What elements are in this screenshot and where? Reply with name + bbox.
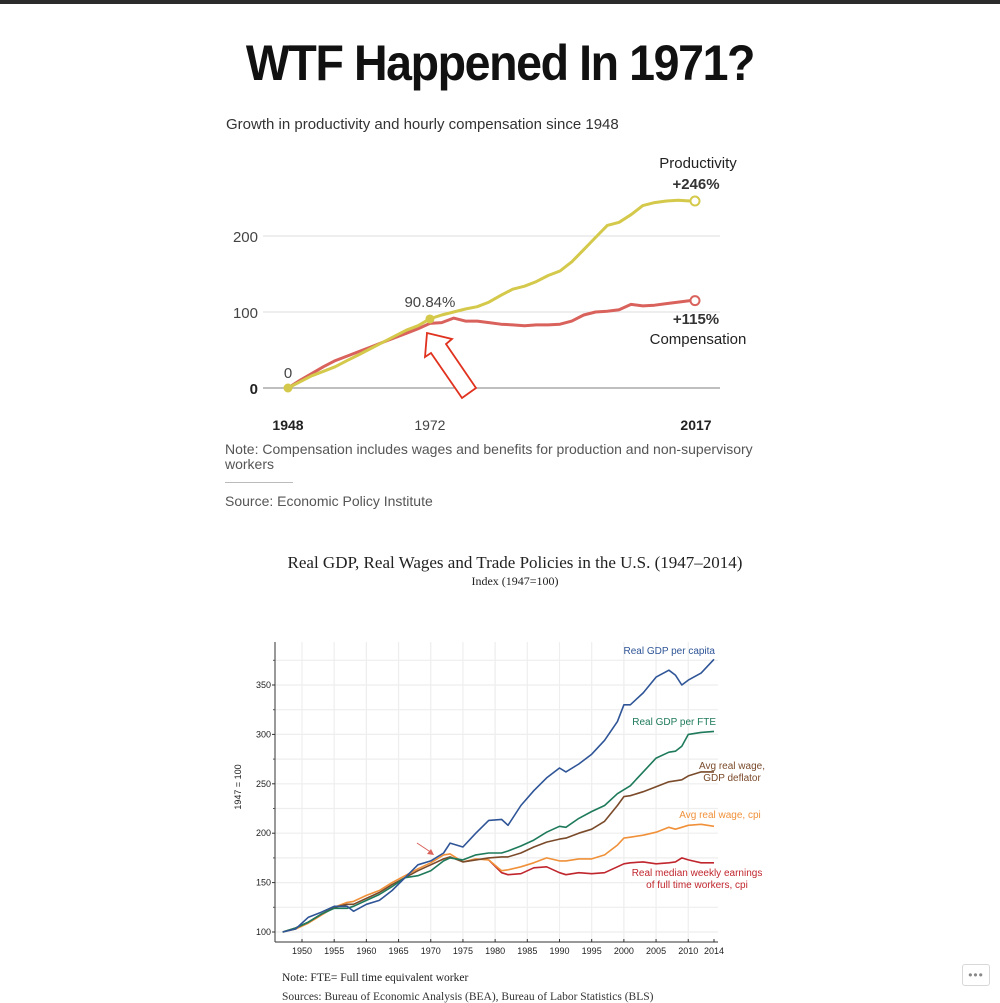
chart1-x-tick-1972: 1972 [414, 417, 445, 433]
chart2-x-tick-1980: 1980 [485, 946, 505, 956]
chart1-note-divider [225, 482, 293, 483]
chart2-series-label-avg-real-wage-gdp-deflator: Avg real wage, [699, 761, 765, 772]
chart2-x-tick-1985: 1985 [517, 946, 537, 956]
chart2-y-label: 1947 = 100 [233, 764, 243, 809]
page-title: WTF Happened In 1971? [245, 35, 756, 91]
chart2-subtitle: Index (1947=100) [471, 574, 559, 588]
chart2-title: Real GDP, Real Wages and Trade Policies … [287, 553, 743, 572]
chart1-x-tick-1948: 1948 [272, 417, 303, 433]
chart2-series-label-real-gdp-per-fte: Real GDP per FTE [632, 717, 716, 728]
chart2-series-label-real-gdp-per-capita: Real GDP per capita [623, 646, 715, 657]
chart1-marker-1948 [283, 383, 293, 393]
chart2-line-real-gdp-per-fte [282, 730, 715, 933]
chart2-series-label-real-median-weekly-earnings-of-full-time-workers-cpi: Real median weekly earnings [632, 868, 763, 879]
chart1-label-productivity: Productivity [659, 155, 737, 172]
chart2-x-tick-2010: 2010 [678, 946, 698, 956]
chart2-x-tick-1965: 1965 [389, 946, 409, 956]
chart2-line-avg-real-wage-cpi [282, 823, 715, 933]
chart1-y-tick-200: 200 [233, 229, 258, 246]
chart1-label-compensation-pct: +115% [673, 311, 719, 328]
chart2-note: Note: FTE= Full time equivalent worker [282, 972, 469, 984]
chart2-series-label-avg-real-wage-cpi: Avg real wage, cpi [679, 810, 761, 821]
chart2-x-tick-1990: 1990 [549, 946, 569, 956]
chart2-x-tick-1970: 1970 [421, 946, 441, 956]
chart1-line-compensation [286, 299, 698, 390]
chart2-x-tick-1955: 1955 [324, 946, 344, 956]
chart1-arrow-annotation [423, 331, 478, 400]
chart1-y-tick-100: 100 [233, 305, 258, 322]
chart2-x-tick-2000: 2000 [614, 946, 634, 956]
chart1-label-compensation: Compensation [650, 331, 747, 348]
chart1-line-productivity [286, 198, 698, 390]
ellipsis-icon: ••• [968, 968, 984, 982]
chart2-y-tick-100: 100 [256, 927, 271, 937]
chart1-label-start: 0 [284, 365, 292, 382]
chart2-series-label-real-median-weekly-earnings-of-full-time-workers-cpi: of full time workers, cpi [646, 880, 748, 891]
chart2-y-tick-300: 300 [256, 729, 271, 739]
chart1-note: Note: Compensation includes wages and be… [225, 441, 753, 472]
chart2-x-tick-2005: 2005 [646, 946, 666, 956]
chart2-x-tick-1960: 1960 [356, 946, 376, 956]
chart2-line-avg-real-wage-gdp-deflator [282, 771, 714, 933]
chart2-y-tick-350: 350 [256, 680, 271, 690]
chart1-marker-1972 [425, 314, 435, 324]
chart2-line-real-median-weekly-earnings-of-full-time-workers-cpi [488, 857, 714, 876]
chart1-label-productivity-pct: +246% [672, 176, 719, 193]
chart2-line-real-gdp-per-capita [282, 658, 715, 933]
chart2-x-tick-1950: 1950 [292, 946, 312, 956]
chart1-label-1972-value: 90.84% [404, 294, 455, 311]
top-border [0, 0, 1000, 4]
chart1-source: Source: Economic Policy Institute [225, 493, 433, 509]
chart1-title: Growth in productivity and hourly compen… [226, 116, 619, 133]
chart2-x-tick-1975: 1975 [453, 946, 473, 956]
chart1-y-tick-0: 0 [250, 381, 258, 398]
chart2-y-tick-150: 150 [256, 878, 271, 888]
chart2-y-tick-200: 200 [256, 828, 271, 838]
chart2-x-tick-2014: 2014 [704, 946, 724, 956]
chart1-endpoint-compensation [689, 295, 701, 307]
chart2-y-tick-250: 250 [256, 779, 271, 789]
chart2-arrow-head [427, 849, 434, 855]
chart1-endpoint-productivity [689, 195, 701, 207]
chart1-x-tick-2017: 2017 [680, 417, 711, 433]
chart2-series-label-avg-real-wage-gdp-deflator: GDP deflator [703, 773, 761, 784]
chart2-x-tick-1995: 1995 [582, 946, 602, 956]
more-options-button[interactable]: ••• [962, 964, 990, 986]
